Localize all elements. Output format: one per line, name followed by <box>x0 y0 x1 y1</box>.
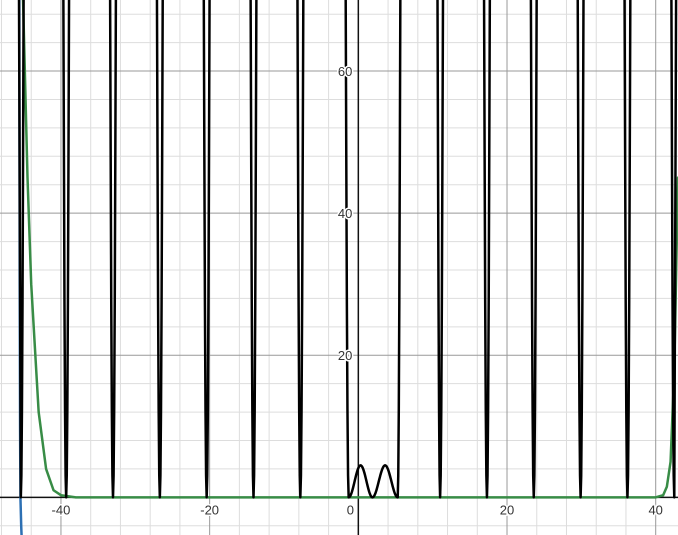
x-tick-label: 20 <box>500 502 514 517</box>
x-tick-label: -20 <box>200 502 219 517</box>
y-tick-label: 20 <box>338 348 352 363</box>
x-tick-label: 40 <box>648 502 662 517</box>
x-tick-label: 0 <box>347 502 354 517</box>
x-tick-label-halo: 20 <box>500 502 514 517</box>
curve-2[interactable] <box>21 0 678 499</box>
curve-3[interactable] <box>17 0 678 499</box>
y-tick-label-halo: 60 <box>338 64 352 79</box>
y-tick-label: 60 <box>338 64 352 79</box>
y-tick-label-halo: 40 <box>338 206 352 221</box>
plotted-curves <box>17 0 678 535</box>
x-tick-label-halo: -20 <box>200 502 219 517</box>
x-tick-label: -40 <box>52 502 71 517</box>
x-tick-label-halo: 40 <box>648 502 662 517</box>
y-tick-label-halo: 20 <box>338 348 352 363</box>
x-tick-label-halo: 0 <box>347 502 354 517</box>
y-tick-label: 40 <box>338 206 352 221</box>
x-tick-label-halo: -40 <box>52 502 71 517</box>
